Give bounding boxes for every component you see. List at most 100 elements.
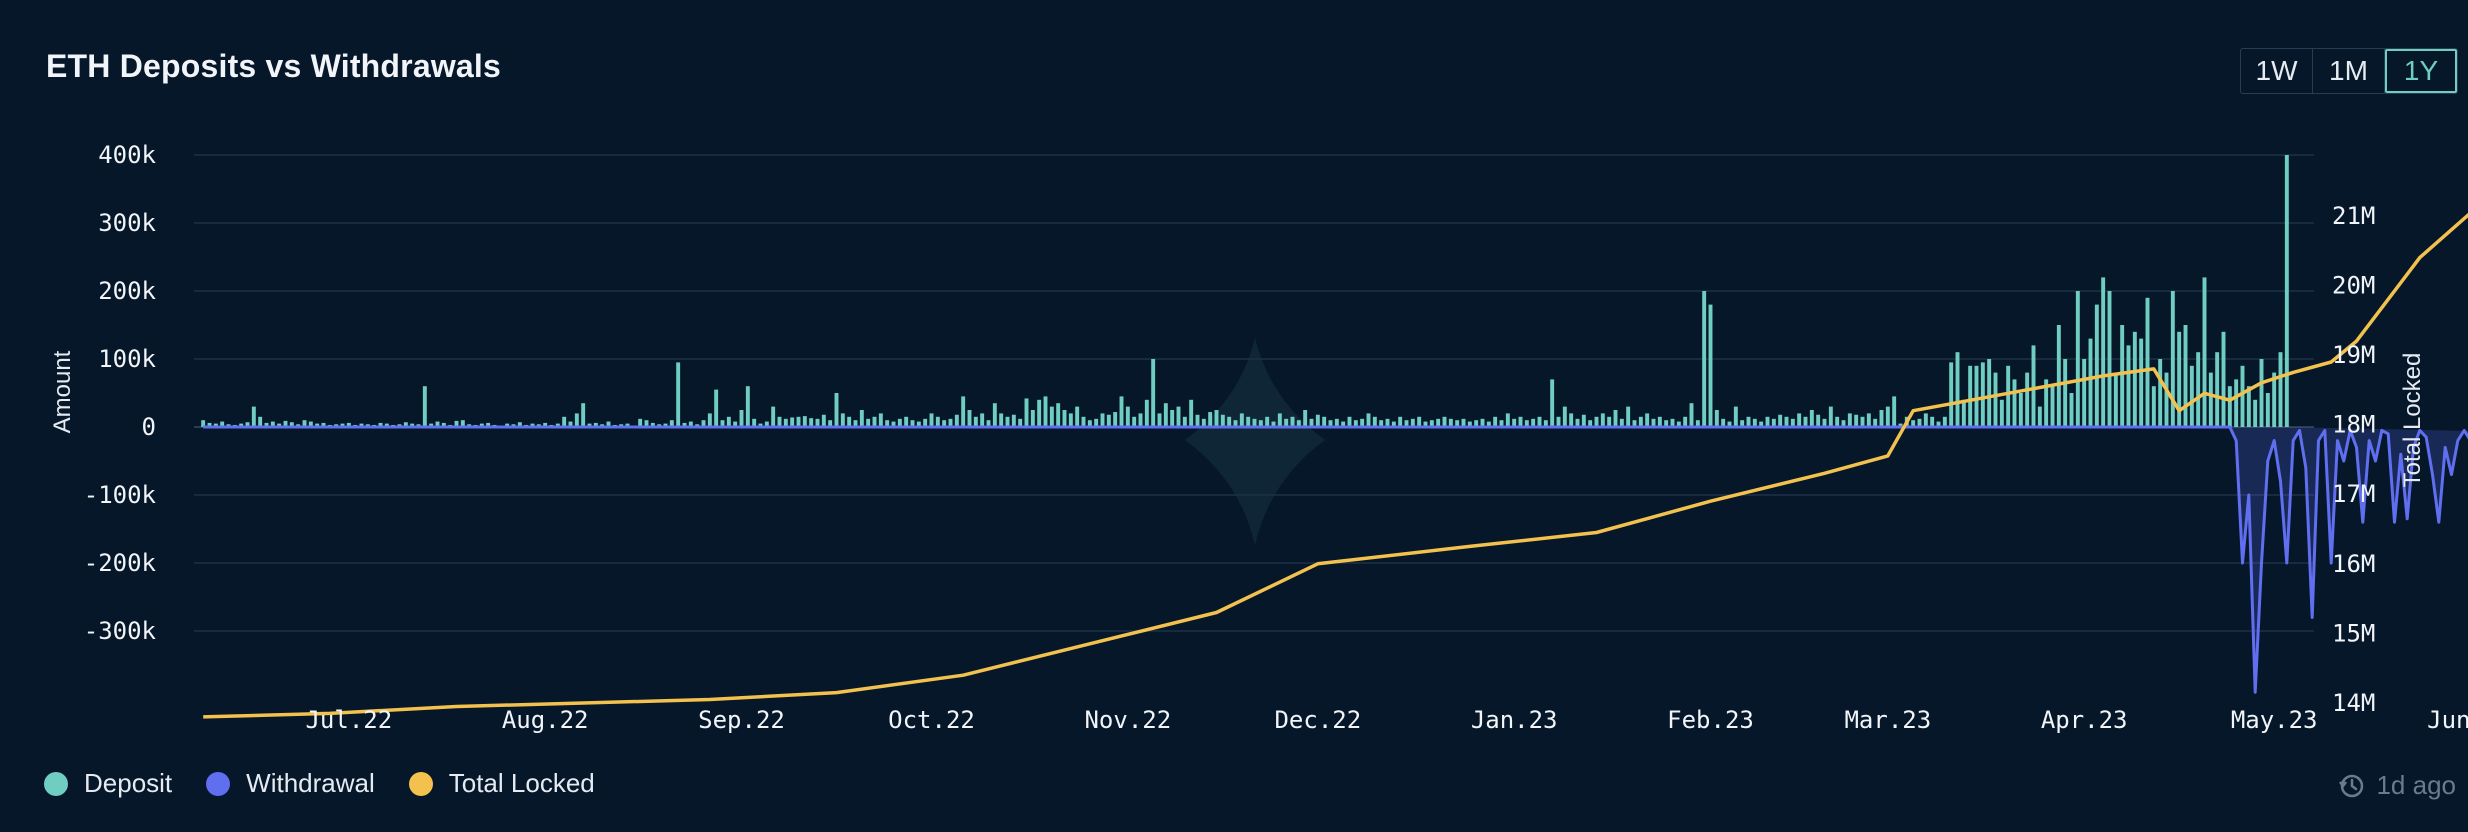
y-tick-label: 0 <box>142 413 156 441</box>
x-tick-label: Jul.22 <box>305 706 392 734</box>
deposit-bar <box>815 418 820 427</box>
deposit-bar <box>2170 291 2175 427</box>
deposit-bar <box>1613 410 1618 427</box>
deposit-bar <box>1328 420 1333 427</box>
deposit-bar <box>1056 403 1061 427</box>
deposit-bar <box>764 421 769 427</box>
deposit-bar <box>1360 418 1365 427</box>
deposit-bar <box>1480 418 1485 427</box>
range-1y-button[interactable]: 1Y <box>2385 49 2457 93</box>
deposit-bar <box>410 423 415 427</box>
x-tick-label: Nov.22 <box>1084 706 1171 734</box>
time-range-selector: 1W 1M 1Y <box>2240 48 2458 94</box>
deposit-bar <box>1081 416 1086 427</box>
deposit-bar <box>1575 418 1580 427</box>
x-tick-label: Mar.23 <box>1844 706 1931 734</box>
deposit-bar <box>2189 365 2194 427</box>
legend-item-deposit[interactable]: Deposit <box>44 768 172 799</box>
y-tick-label: 300k <box>98 209 156 237</box>
legend-item-total-locked[interactable]: Total Locked <box>408 768 595 799</box>
deposit-bar <box>1290 416 1295 427</box>
deposit-bar <box>2272 372 2277 427</box>
deposit-bar <box>2113 372 2118 427</box>
deposit-bar <box>1347 416 1352 427</box>
deposit-bar <box>1809 410 1814 427</box>
y-tick-label: 100k <box>98 345 156 373</box>
deposit-bar <box>2107 291 2112 427</box>
deposit-bar <box>1879 410 1884 427</box>
x-tick-label: Apr.23 <box>2041 706 2128 734</box>
deposit-bar <box>967 410 972 427</box>
y-tick-label: -200k <box>84 549 157 577</box>
deposit-bar <box>340 423 345 427</box>
deposit-bar <box>308 421 313 427</box>
deposit-bar <box>1303 410 1308 427</box>
deposit-bar <box>758 423 763 427</box>
deposit-bar <box>1309 418 1314 427</box>
deposit-bar <box>593 422 598 427</box>
deposit-bar <box>1524 420 1529 427</box>
deposit-bar <box>574 413 579 427</box>
watermark-logo-icon <box>1185 338 1325 545</box>
deposit-bar <box>1765 416 1770 427</box>
y2-axis-title: Total Locked <box>2399 353 2426 488</box>
deposit-bar <box>1277 413 1282 427</box>
deposit-bar <box>270 421 275 427</box>
deposit-bar <box>1113 412 1118 427</box>
updated-text: 1d ago <box>2376 770 2456 800</box>
deposit-bar <box>1740 420 1745 427</box>
deposit-bar <box>1429 420 1434 427</box>
deposit-bar <box>1885 406 1890 427</box>
deposit-bar <box>923 418 928 427</box>
deposit-bar <box>2202 277 2207 427</box>
deposit-bar <box>669 420 674 427</box>
y-tick-label: 400k <box>98 141 156 169</box>
deposit-bar <box>2082 359 2087 427</box>
deposit-bar <box>2240 365 2245 427</box>
deposit-bar <box>1664 420 1669 427</box>
deposit-bar <box>1404 420 1409 427</box>
deposit-bar <box>2056 325 2061 427</box>
x-tick-label: Jan.23 <box>1471 706 1558 734</box>
deposit-bar <box>2177 331 2182 427</box>
y2-tick-label: 15M <box>2332 619 2375 647</box>
deposit-bar <box>530 423 535 427</box>
y2-tick-label: 16M <box>2332 550 2375 578</box>
deposit-bar <box>1531 418 1536 427</box>
deposit-bar <box>2037 406 2042 427</box>
deposit-bar <box>460 420 465 427</box>
deposit-bar <box>1423 421 1428 427</box>
deposit-bar <box>245 422 250 427</box>
deposit-bar <box>1569 413 1574 427</box>
deposit-bar <box>422 386 427 427</box>
deposit-bar <box>2234 379 2239 427</box>
deposit-bar <box>1220 414 1225 427</box>
deposit-bar <box>1917 418 1922 427</box>
deposit-bar <box>2196 352 2201 427</box>
range-1w-button[interactable]: 1W <box>2241 49 2313 93</box>
deposit-bar <box>1911 420 1916 427</box>
deposit-bar <box>853 420 858 427</box>
deposit-bar <box>1094 418 1099 427</box>
deposit-bar <box>2094 304 2099 427</box>
y-axis-title: Amount <box>49 350 76 433</box>
deposit-bar <box>555 423 560 427</box>
deposit-bar <box>916 421 921 427</box>
deposit-bar <box>1835 416 1840 427</box>
deposit-bar <box>2278 352 2283 427</box>
legend-label: Deposit <box>84 768 173 798</box>
deposit-bar <box>1182 416 1187 427</box>
deposit-bar <box>897 418 902 427</box>
legend-item-withdrawal[interactable]: Withdrawal <box>206 768 375 799</box>
deposit-bar <box>745 386 750 427</box>
deposit-bar <box>1645 413 1650 427</box>
deposit-bar <box>302 420 307 427</box>
range-1m-button[interactable]: 1M <box>2313 49 2385 93</box>
deposit-bar <box>1873 418 1878 427</box>
deposit-bar <box>948 418 953 427</box>
deposit-bar <box>771 406 776 427</box>
deposit-bar <box>568 421 573 427</box>
deposit-bar <box>1417 416 1422 427</box>
deposit-bar <box>2265 393 2270 427</box>
deposit-bar <box>1163 403 1168 427</box>
